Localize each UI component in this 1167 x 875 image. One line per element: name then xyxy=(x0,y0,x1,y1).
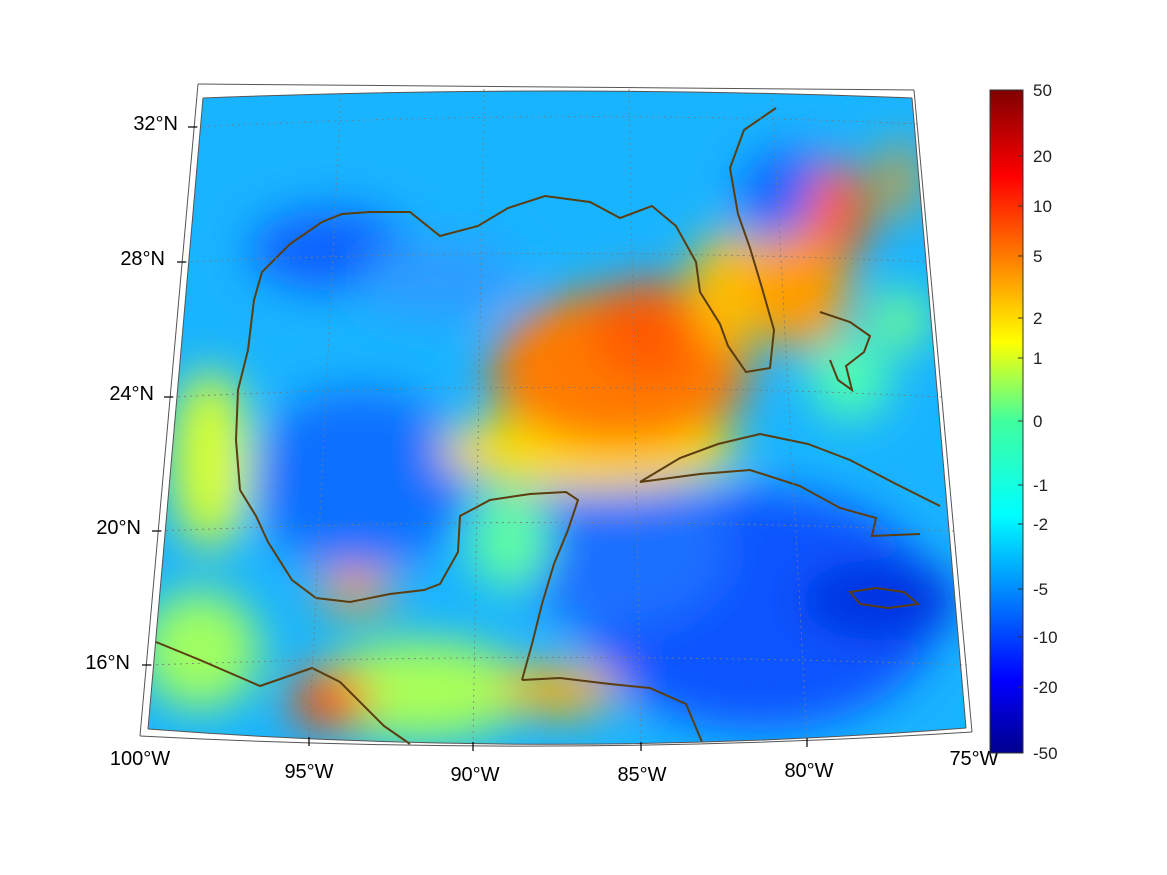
cuba-south-coast-line xyxy=(639,468,921,538)
colorbar-tick-labels: 50 20 10 5 2 1 0 -1 -2 -5 -10 -20 -50 xyxy=(1033,81,1058,763)
longitude-labels: 100°W 95°W 90°W 85°W 80°W 75°W xyxy=(110,748,999,786)
cuba-coast-line xyxy=(639,432,941,507)
gulf-coast-line xyxy=(234,107,777,491)
colorbar-tick-label: 1 xyxy=(1033,349,1042,368)
colorbar-tick-label: 2 xyxy=(1033,309,1042,328)
lon-label: 90°W xyxy=(450,764,499,786)
coastlines xyxy=(155,107,941,745)
colorbar: 50 20 10 5 2 1 0 -1 -2 -5 -10 -20 -50 xyxy=(989,81,1058,763)
colorbar-tick-label: 0 xyxy=(1033,412,1042,431)
lat-label: 28°N xyxy=(120,248,165,270)
colorbar-tick-label: -50 xyxy=(1033,744,1058,763)
colorbar-gradient xyxy=(989,89,1024,754)
lat-label: 20°N xyxy=(96,517,141,539)
colorbar-tick-label: 10 xyxy=(1033,197,1052,216)
colorbar-tick-label: 50 xyxy=(1033,81,1052,100)
jamaica-coast-line xyxy=(848,586,921,610)
colorbar-tick-label: 20 xyxy=(1033,147,1052,166)
lon-label: 95°W xyxy=(284,761,333,783)
latitude-labels: 32°N 28°N 24°N 20°N 16°N xyxy=(85,113,178,674)
colorbar-tick-label: -5 xyxy=(1033,580,1048,599)
central-america-coast-line xyxy=(155,641,411,745)
bahamas-coast-line xyxy=(819,311,872,393)
colorbar-tick-label: -20 xyxy=(1033,678,1058,697)
lon-label: 80°W xyxy=(784,760,833,782)
lon-label: 85°W xyxy=(617,764,666,786)
graticule xyxy=(149,88,968,743)
colorbar-tick-label: -2 xyxy=(1033,515,1048,534)
lat-label: 16°N xyxy=(85,652,130,674)
map-frame xyxy=(139,83,973,747)
colorbar-tick-label: 5 xyxy=(1033,247,1042,266)
honduras-coast-line xyxy=(521,676,703,743)
colorbar-tick-label: -10 xyxy=(1033,628,1058,647)
lat-label: 32°N xyxy=(133,113,178,135)
lon-label: 75°W xyxy=(949,748,998,770)
lon-label: 100°W xyxy=(110,748,170,770)
axis-ticks xyxy=(142,126,808,751)
lat-label: 24°N xyxy=(109,383,154,405)
colorbar-ticks xyxy=(1018,89,1023,754)
mexico-coast-line xyxy=(239,489,580,681)
colorbar-tick-label: -1 xyxy=(1033,476,1048,495)
map-field xyxy=(148,91,966,745)
